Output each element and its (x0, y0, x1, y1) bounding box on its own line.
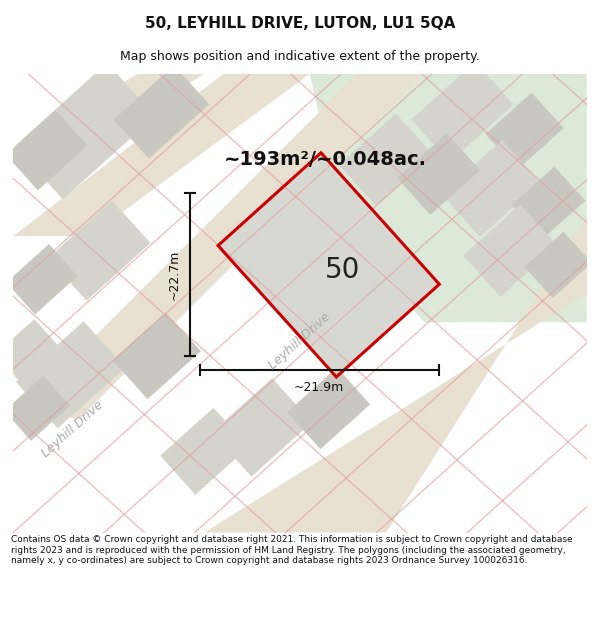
Polygon shape (397, 133, 480, 215)
Polygon shape (463, 204, 557, 297)
Text: 50, LEYHILL DRIVE, LUTON, LU1 5QA: 50, LEYHILL DRIVE, LUTON, LU1 5QA (145, 16, 455, 31)
Polygon shape (112, 312, 201, 399)
Text: ~21.9m: ~21.9m (294, 381, 344, 394)
Text: 50: 50 (325, 256, 361, 284)
Polygon shape (218, 153, 439, 377)
Polygon shape (485, 92, 563, 169)
Polygon shape (287, 368, 370, 449)
Polygon shape (160, 408, 248, 495)
Polygon shape (339, 114, 433, 206)
Polygon shape (6, 110, 88, 191)
Polygon shape (15, 63, 155, 199)
Polygon shape (524, 232, 592, 298)
Text: ~22.7m: ~22.7m (167, 249, 181, 299)
Polygon shape (13, 74, 205, 150)
Text: Map shows position and indicative extent of the property.: Map shows position and indicative extent… (120, 50, 480, 63)
Polygon shape (113, 65, 209, 159)
Polygon shape (16, 321, 125, 428)
Polygon shape (0, 319, 60, 382)
Polygon shape (4, 376, 70, 441)
Text: Leyhill Drive: Leyhill Drive (39, 398, 106, 460)
Text: ~193m²/~0.048ac.: ~193m²/~0.048ac. (224, 150, 427, 169)
Polygon shape (147, 217, 587, 532)
Polygon shape (6, 244, 77, 314)
Polygon shape (310, 74, 587, 322)
Polygon shape (13, 74, 424, 418)
Polygon shape (48, 201, 151, 301)
Polygon shape (212, 378, 312, 477)
Polygon shape (13, 74, 310, 236)
Text: Contains OS data © Crown copyright and database right 2021. This information is : Contains OS data © Crown copyright and d… (11, 535, 572, 565)
Polygon shape (442, 140, 541, 237)
Polygon shape (412, 62, 514, 162)
Polygon shape (512, 166, 585, 239)
Text: Leyhill Drive: Leyhill Drive (267, 311, 333, 372)
